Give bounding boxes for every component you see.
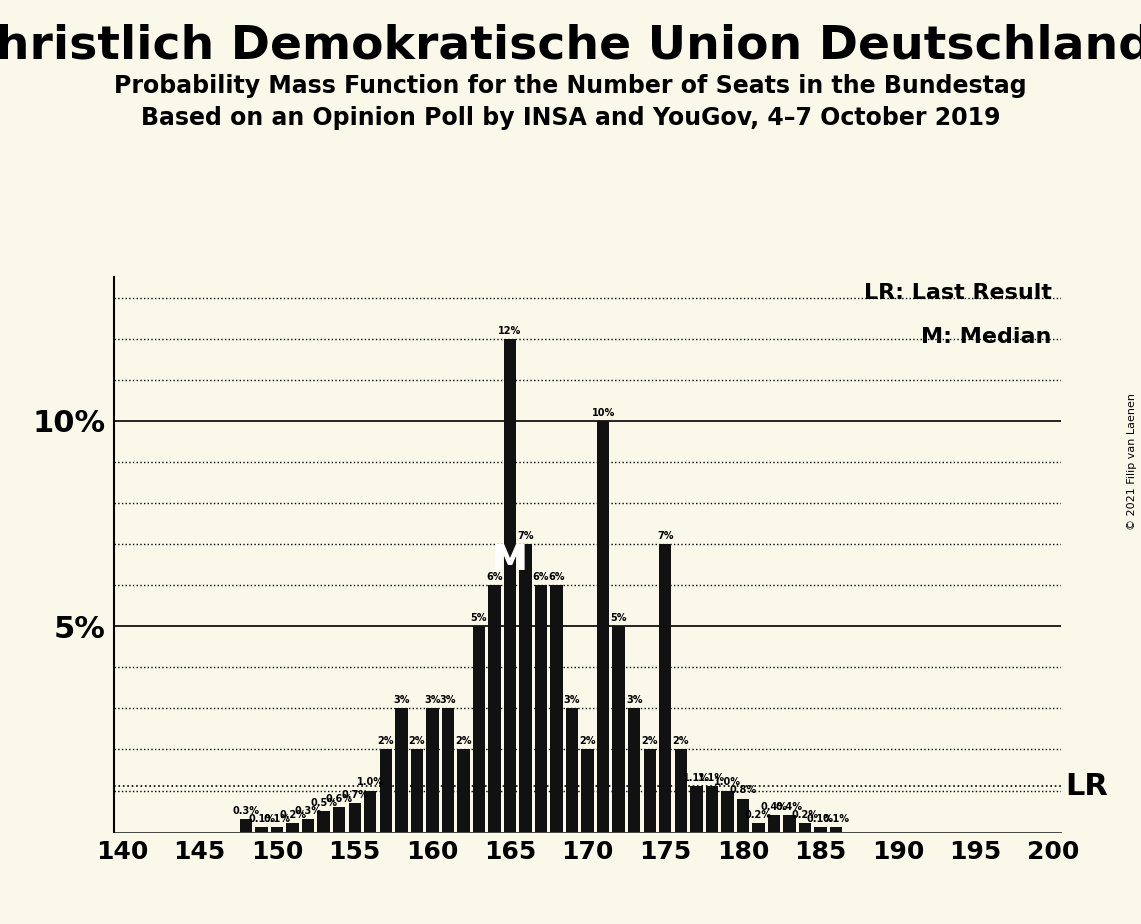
Bar — [768, 815, 780, 832]
Text: 0.1%: 0.1% — [823, 814, 850, 824]
Text: 3%: 3% — [626, 695, 642, 705]
Bar — [752, 823, 764, 832]
Text: M: Median: M: Median — [921, 327, 1052, 347]
Text: Christlich Demokratische Union Deutschlands: Christlich Demokratische Union Deutschla… — [0, 23, 1141, 68]
Bar — [442, 709, 454, 832]
Text: 2%: 2% — [455, 736, 471, 747]
Bar — [674, 749, 687, 832]
Text: 5%: 5% — [610, 613, 626, 623]
Text: 1.0%: 1.0% — [357, 777, 383, 787]
Text: 0.2%: 0.2% — [745, 810, 772, 821]
Text: 2%: 2% — [641, 736, 658, 747]
Bar — [705, 786, 718, 832]
Text: 2%: 2% — [378, 736, 394, 747]
Text: 3%: 3% — [424, 695, 440, 705]
Bar — [348, 803, 361, 832]
Text: 3%: 3% — [564, 695, 581, 705]
Bar — [395, 709, 407, 832]
Text: 0.1%: 0.1% — [264, 814, 291, 824]
Text: 0.5%: 0.5% — [310, 797, 338, 808]
Text: 0.2%: 0.2% — [792, 810, 818, 821]
Text: 7%: 7% — [517, 531, 534, 541]
Text: 6%: 6% — [486, 572, 503, 582]
Bar — [488, 585, 501, 832]
Text: 0.3%: 0.3% — [233, 806, 259, 816]
Bar — [628, 709, 640, 832]
Bar — [799, 823, 811, 832]
Text: 0.6%: 0.6% — [325, 794, 353, 804]
Bar — [270, 828, 283, 832]
Bar — [550, 585, 563, 832]
Text: 1.1%: 1.1% — [682, 773, 710, 784]
Bar — [597, 421, 609, 832]
Text: 2%: 2% — [672, 736, 689, 747]
Bar — [519, 544, 532, 832]
Bar — [286, 823, 299, 832]
Bar — [644, 749, 656, 832]
Text: Probability Mass Function for the Number of Seats in the Bundestag: Probability Mass Function for the Number… — [114, 74, 1027, 98]
Text: 3%: 3% — [439, 695, 456, 705]
Bar — [815, 828, 827, 832]
Bar — [737, 798, 750, 832]
Bar — [566, 709, 578, 832]
Text: 0.2%: 0.2% — [280, 810, 306, 821]
Text: 0.8%: 0.8% — [729, 785, 756, 796]
Text: 3%: 3% — [393, 695, 410, 705]
Text: LR: Last Result: LR: Last Result — [864, 283, 1052, 303]
Text: 7%: 7% — [657, 531, 673, 541]
Bar — [333, 807, 346, 832]
Bar — [504, 339, 516, 832]
Text: 0.7%: 0.7% — [341, 790, 369, 799]
Bar — [240, 820, 252, 832]
Text: 1.1%: 1.1% — [698, 773, 726, 784]
Text: 0.3%: 0.3% — [294, 806, 322, 816]
Bar — [830, 828, 842, 832]
Bar — [783, 815, 795, 832]
Bar — [472, 626, 485, 832]
Text: 0.1%: 0.1% — [807, 814, 834, 824]
Bar — [256, 828, 268, 832]
Bar — [613, 626, 625, 832]
Text: 0.4%: 0.4% — [776, 802, 803, 812]
Bar — [317, 811, 330, 832]
Bar — [535, 585, 548, 832]
Text: 6%: 6% — [549, 572, 565, 582]
Text: 2%: 2% — [580, 736, 596, 747]
Bar — [690, 786, 703, 832]
Text: 1.0%: 1.0% — [714, 777, 741, 787]
Text: M: M — [492, 543, 528, 577]
Text: 0.4%: 0.4% — [760, 802, 787, 812]
Bar — [659, 544, 671, 832]
Text: 6%: 6% — [533, 572, 549, 582]
Bar — [582, 749, 593, 832]
Text: 2%: 2% — [408, 736, 426, 747]
Bar — [364, 791, 377, 832]
Text: 12%: 12% — [499, 325, 521, 335]
Text: 0.1%: 0.1% — [248, 814, 275, 824]
Text: © 2021 Filip van Laenen: © 2021 Filip van Laenen — [1127, 394, 1136, 530]
Bar — [721, 791, 734, 832]
Text: 10%: 10% — [591, 407, 615, 418]
Bar — [458, 749, 470, 832]
Bar — [411, 749, 423, 832]
Bar — [426, 709, 438, 832]
Text: 5%: 5% — [471, 613, 487, 623]
Text: Based on an Opinion Poll by INSA and YouGov, 4–7 October 2019: Based on an Opinion Poll by INSA and You… — [140, 106, 1001, 130]
Bar — [302, 820, 315, 832]
Text: LR: LR — [1066, 772, 1108, 801]
Bar — [380, 749, 393, 832]
